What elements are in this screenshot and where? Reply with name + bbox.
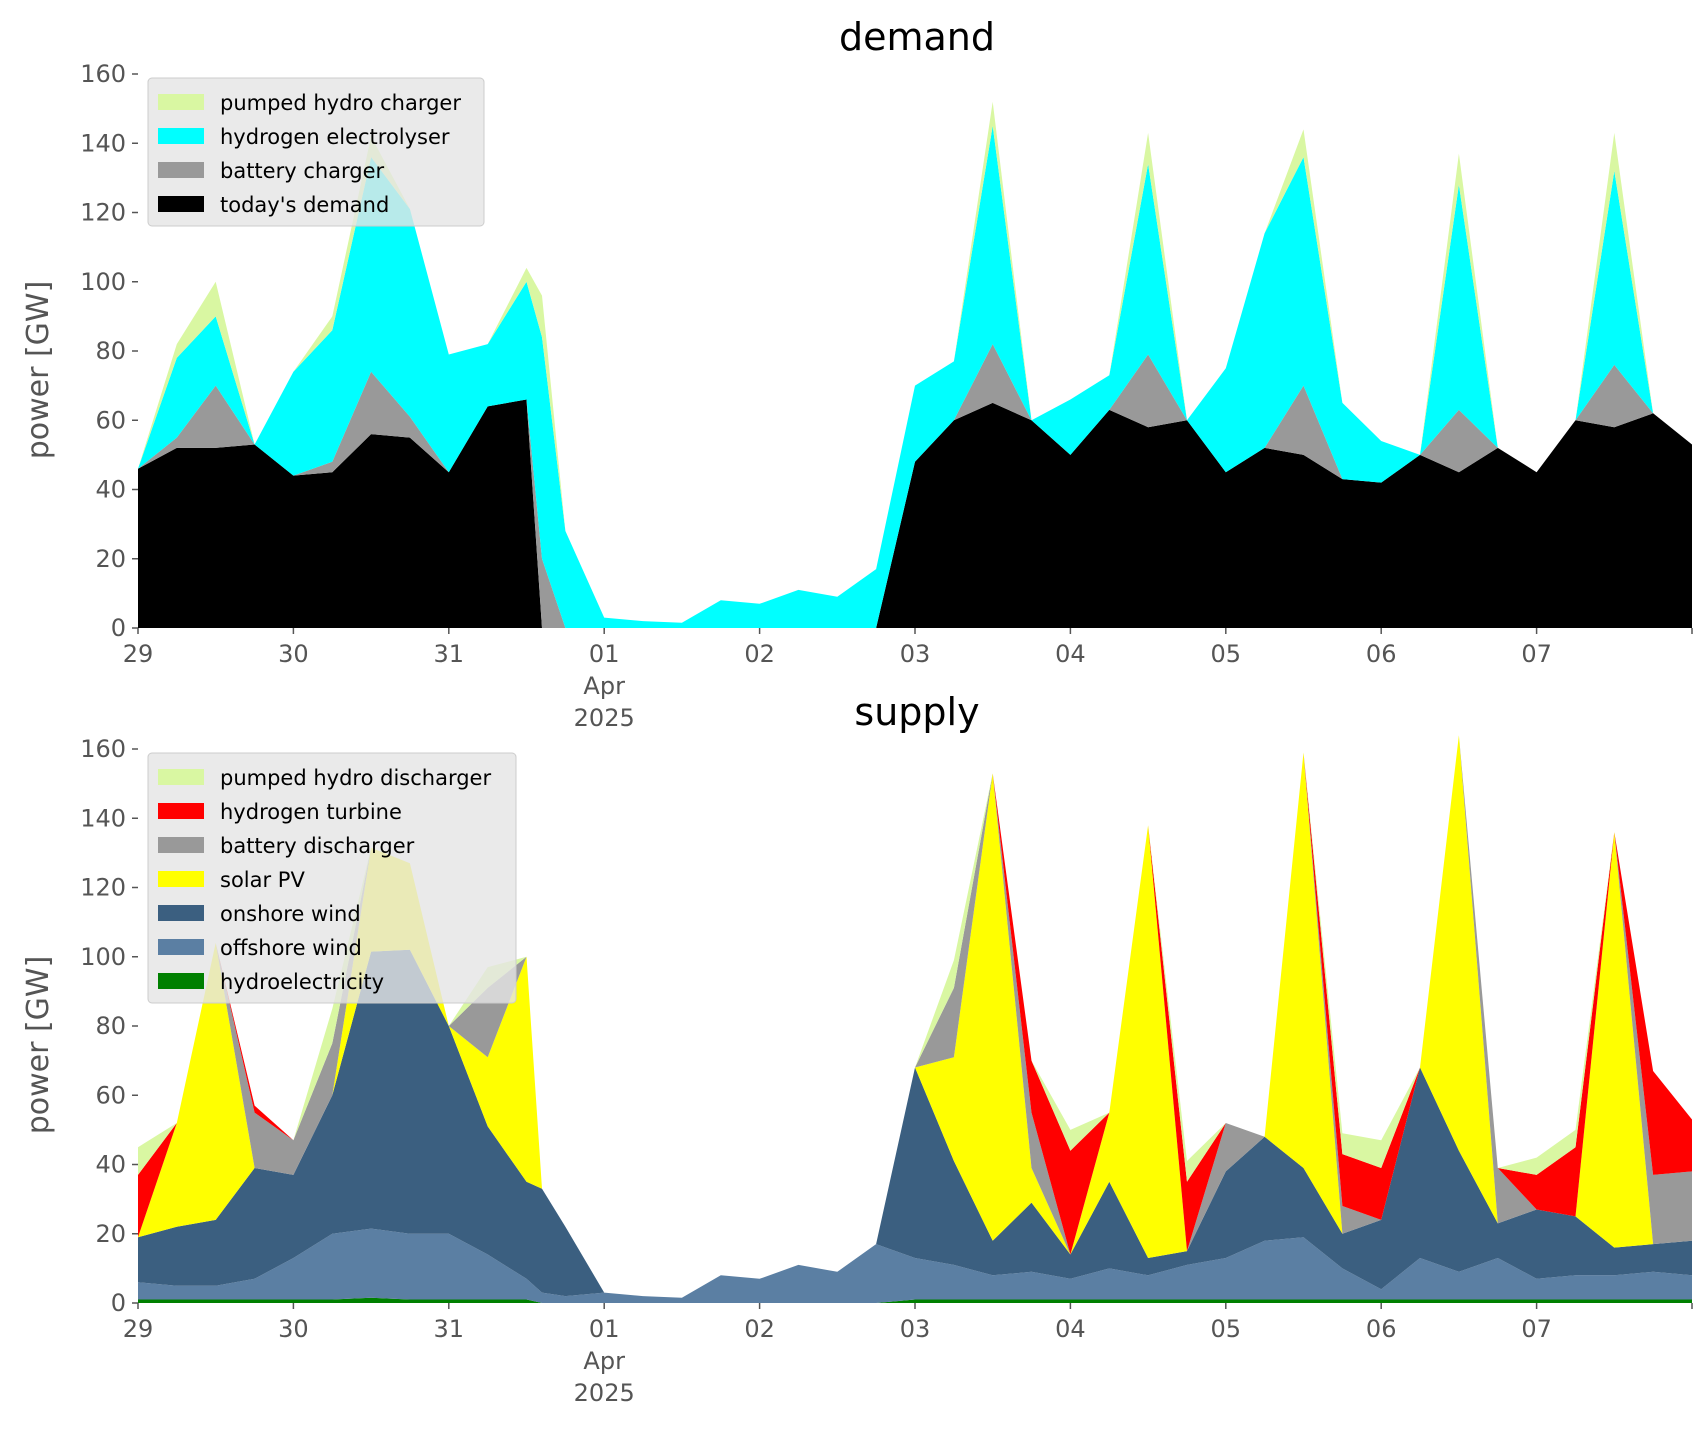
demand-chart-title: demand	[839, 15, 995, 59]
demand-y-tick-label: 80	[95, 337, 126, 365]
demand-x-tick-label: 03	[900, 640, 931, 668]
demand-area-today-s-demand	[138, 399, 1692, 628]
supply-legend-label: offshore wind	[220, 936, 362, 960]
demand-x-month-label: Apr	[583, 672, 625, 700]
demand-legend-swatch	[158, 162, 204, 178]
supply-x-tick-label: 02	[744, 1315, 775, 1343]
demand-y-tick-label: 60	[95, 406, 126, 434]
supply-y-tick-label: 100	[80, 943, 126, 971]
supply-y-tick-label: 0	[111, 1289, 126, 1317]
supply-y-tick-label: 40	[95, 1151, 126, 1179]
demand-chart: demand power [GW] 020406080100120140160 …	[21, 15, 1693, 732]
demand-x-tick-label: 01	[589, 640, 620, 668]
demand-area-battery-charger	[138, 344, 1692, 628]
supply-x-tick-label: 03	[900, 1315, 931, 1343]
supply-chart: supply power [GW] 020406080100120140160 …	[21, 690, 1693, 1407]
demand-legend-swatch	[158, 94, 204, 110]
supply-y-tick-label: 60	[95, 1081, 126, 1109]
demand-x-year-label: 2025	[574, 704, 635, 732]
supply-area-offshore-wind	[138, 1228, 1692, 1303]
supply-area-onshore-wind	[138, 949, 1692, 1298]
supply-legend: pumped hydro discharger hydrogen turbine b…	[147, 752, 517, 1004]
supply-x-tick-label: 06	[1366, 1315, 1397, 1343]
demand-x-tick-label: 06	[1366, 640, 1397, 668]
demand-x-tick-label: 31	[434, 640, 465, 668]
supply-x-tick-label: 31	[434, 1315, 465, 1343]
supply-areas	[138, 735, 1692, 1303]
supply-y-tick-label: 120	[80, 874, 126, 902]
demand-legend-label: today's demand	[220, 193, 389, 217]
supply-legend-label: hydroelectricity	[220, 970, 384, 994]
supply-y-tick-label: 80	[95, 1012, 126, 1040]
demand-y-axis-label: power [GW]	[21, 281, 56, 460]
supply-x-axis: 29 30 31 01 02 03 04 05 06 07 Apr 2025	[123, 1303, 1693, 1407]
demand-legend-swatch	[158, 196, 204, 212]
supply-legend-swatch	[158, 905, 204, 921]
demand-x-tick-label: 02	[744, 640, 775, 668]
supply-legend-swatch	[158, 803, 204, 819]
demand-y-tick-label: 160	[80, 60, 126, 88]
demand-legend-label: pumped hydro charger	[220, 91, 461, 115]
supply-legend-swatch	[158, 973, 204, 989]
demand-y-tick-label: 120	[80, 199, 126, 227]
supply-area-solar-pv	[138, 735, 1692, 1298]
supply-y-tick-label: 140	[80, 804, 126, 832]
demand-legend-swatch	[158, 128, 204, 144]
supply-area-hydroelectricity	[138, 1297, 1692, 1303]
demand-y-tick-label: 100	[80, 268, 126, 296]
demand-y-tick-label: 140	[80, 129, 126, 157]
demand-x-tick-label: 29	[123, 640, 154, 668]
demand-y-axis: 0 20 40 60 80 100 120 140 160	[80, 60, 138, 642]
demand-legend-label: battery charger	[220, 159, 385, 183]
supply-chart-title: supply	[854, 690, 979, 734]
supply-legend-swatch	[158, 871, 204, 887]
demand-x-tick-label: 04	[1055, 640, 1086, 668]
supply-x-tick-label: 30	[278, 1315, 309, 1343]
supply-x-year-label: 2025	[574, 1379, 635, 1407]
supply-legend-swatch	[158, 939, 204, 955]
demand-y-tick-label: 20	[95, 545, 126, 573]
supply-x-tick-label: 01	[589, 1315, 620, 1343]
demand-legend-label: hydrogen electrolyser	[220, 125, 450, 149]
supply-legend-label: pumped hydro discharger	[220, 766, 491, 790]
demand-area-hydrogen-electrolyser	[138, 125, 1692, 629]
demand-areas	[138, 101, 1692, 629]
supply-legend-box	[147, 752, 517, 1004]
supply-x-tick-label: 04	[1055, 1315, 1086, 1343]
supply-y-axis: 0 20 40 60 80 100 120 140 160	[80, 735, 138, 1317]
supply-legend-swatch	[158, 769, 204, 785]
supply-legend-swatch	[158, 837, 204, 853]
supply-legend-label: onshore wind	[220, 902, 361, 926]
supply-x-tick-label: 05	[1211, 1315, 1242, 1343]
supply-x-month-label: Apr	[583, 1347, 625, 1375]
supply-legend-label: battery discharger	[220, 834, 415, 858]
demand-y-tick-label: 40	[95, 476, 126, 504]
demand-legend-box	[147, 77, 485, 227]
supply-legend-label: solar PV	[220, 868, 305, 892]
supply-y-axis-label: power [GW]	[21, 956, 56, 1135]
supply-y-tick-label: 160	[80, 735, 126, 763]
demand-y-tick-label: 0	[111, 614, 126, 642]
supply-legend-label: hydrogen turbine	[220, 800, 402, 824]
supply-x-tick-label: 29	[123, 1315, 154, 1343]
demand-x-tick-label: 07	[1521, 640, 1552, 668]
demand-x-axis: 29 30 31 01 02 03 04 05 06 07 Apr 2025	[123, 628, 1693, 732]
supply-x-tick-label: 07	[1521, 1315, 1552, 1343]
demand-x-tick-label: 30	[278, 640, 309, 668]
demand-legend: pumped hydro charger hydrogen electrolyse…	[147, 77, 485, 227]
supply-y-tick-label: 20	[95, 1220, 126, 1248]
demand-x-tick-label: 05	[1211, 640, 1242, 668]
